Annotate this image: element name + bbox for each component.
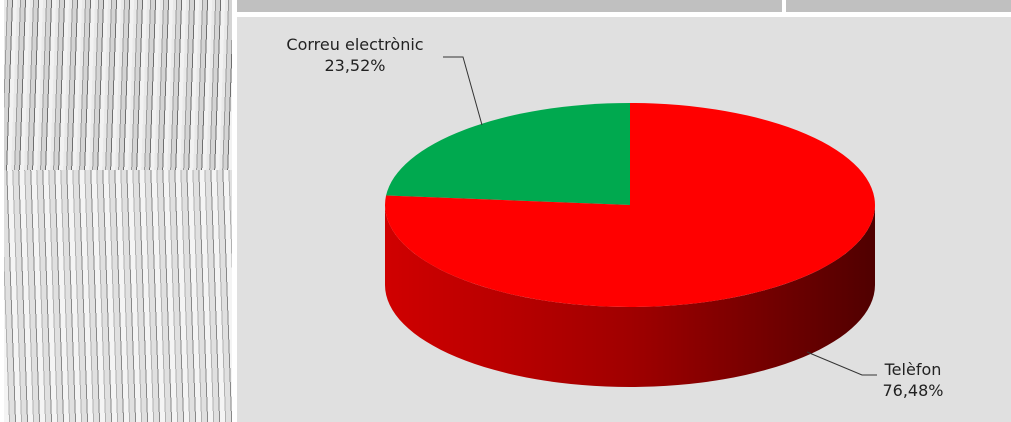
slice-side [385,205,875,387]
slice [384,103,875,307]
slice-label: Correu electrònic [286,35,423,54]
slice-label: Telèfon [884,360,942,379]
header-bar [786,0,1011,12]
slice [386,103,630,205]
photo [4,0,232,422]
header-bar [237,0,782,12]
chart: Correu electrònic 23,52% Telèfon 76,48% [237,17,1011,422]
leader-line [443,56,483,126]
slice-value-label: 23,52% [324,56,385,75]
leader-line [806,351,877,376]
slice-value-label: 76,48% [882,381,943,400]
pie [384,103,875,387]
